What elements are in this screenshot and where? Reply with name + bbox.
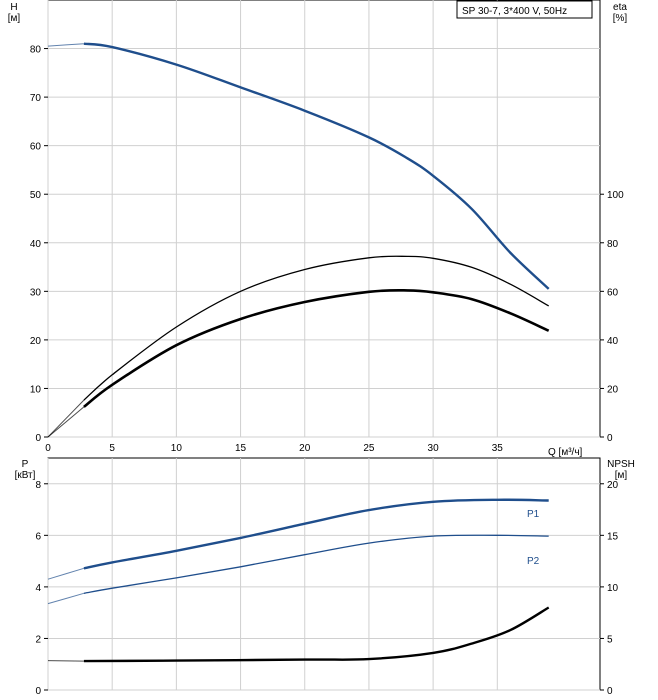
curve-extension-0 xyxy=(47,43,84,47)
top-x-axis-label: Q [м³/ч] xyxy=(548,447,583,458)
y-tick-label-left: 8 xyxy=(35,480,41,491)
y-tick-label-right: 60 xyxy=(607,287,619,298)
x-tick-label: 5 xyxy=(109,443,115,454)
x-tick-label: 20 xyxy=(299,443,311,454)
y-tick-label-left: 60 xyxy=(30,142,42,153)
y-tick-label-right: 0 xyxy=(607,686,613,697)
curve-p2 xyxy=(83,534,549,594)
bottom-y-axis-label-right: NPSH [м] xyxy=(607,459,635,481)
bottom-chart-curves xyxy=(47,498,550,663)
top-chart-grid xyxy=(44,0,604,438)
top-y-axis-label-right: eta [%] xyxy=(613,2,628,24)
x-tick-label: 30 xyxy=(428,443,440,454)
y-tick-label-right: 5 xyxy=(607,634,613,645)
y-tick-label-right: 80 xyxy=(607,239,619,250)
bottom-chart-tick-labels: 0 2 4 6 8 0 5 10 15 20 xyxy=(35,480,618,697)
y-tick-label-left: 4 xyxy=(35,583,41,594)
y-tick-label-right: 20 xyxy=(607,480,619,491)
curve-series-1 xyxy=(83,255,550,401)
curve-p1 xyxy=(83,498,549,570)
top-chart-tick-labels: 0 5 10 15 20 25 30 35 0 10 20 30 40 50 60 70 80 0 20 40 60 80… xyxy=(30,45,624,454)
series-label-p1: P1 xyxy=(527,509,540,520)
chart-title: SP 30-7, 3*400 V, 50Hz xyxy=(462,6,567,17)
plot-frame xyxy=(47,457,601,691)
curve-extension-1 xyxy=(47,592,85,605)
x-tick-label: 0 xyxy=(45,443,51,454)
curve-series-0 xyxy=(83,42,550,290)
curve-extension-2 xyxy=(47,660,84,662)
y-tick-label-left: 0 xyxy=(35,686,41,697)
y-tick-label-left: 50 xyxy=(30,190,42,201)
top-y-axis-label-left: H [м] xyxy=(8,2,21,24)
series-label-p2: P2 xyxy=(527,556,540,567)
plot-frame xyxy=(47,0,601,438)
top-chart-curves xyxy=(47,42,550,438)
curve-extension-2 xyxy=(47,406,85,438)
y-tick-label-left: 70 xyxy=(30,93,42,104)
bottom-chart-grid xyxy=(44,457,604,691)
y-tick-label-left: 6 xyxy=(35,531,41,542)
chart-title-box xyxy=(456,0,593,19)
bottom-y-axis-label-left: P [кВт] xyxy=(15,459,36,481)
y-tick-label-right: 100 xyxy=(607,190,624,201)
curve-series-2 xyxy=(83,288,550,408)
x-tick-label: 35 xyxy=(492,443,504,454)
y-tick-label-right: 40 xyxy=(607,336,619,347)
y-tick-label-right: 0 xyxy=(607,433,613,444)
y-tick-label-left: 30 xyxy=(30,287,42,298)
y-tick-label-left: 10 xyxy=(30,384,42,395)
y-tick-label-right: 15 xyxy=(607,531,619,542)
curve-series-2 xyxy=(83,606,550,663)
curve-extension-0 xyxy=(47,567,85,580)
x-tick-label: 15 xyxy=(235,443,247,454)
y-tick-label-left: 40 xyxy=(30,239,42,250)
y-tick-label-left: 20 xyxy=(30,336,42,347)
x-tick-label: 10 xyxy=(171,443,183,454)
y-tick-label-right: 20 xyxy=(607,384,619,395)
y-tick-label-left: 0 xyxy=(35,433,41,444)
y-tick-label-right: 10 xyxy=(607,583,619,594)
y-tick-label-left: 80 xyxy=(30,45,42,56)
y-tick-label-left: 2 xyxy=(35,634,41,645)
x-tick-label: 25 xyxy=(363,443,375,454)
